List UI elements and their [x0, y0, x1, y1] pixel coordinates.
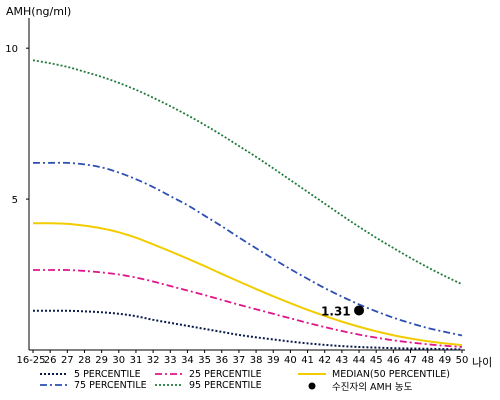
series-line-75-percentile	[32, 161, 463, 337]
series-line-5-percentile	[33, 309, 463, 351]
patient-amh-value-label: 1.31	[321, 304, 351, 318]
y-axis-title: AMH(ng/ml)	[6, 5, 71, 18]
x-tick-label: 43	[336, 355, 349, 366]
y-ticks: 10 5	[5, 44, 29, 206]
x-tick-label: 16-25	[16, 355, 45, 366]
x-tick-label: 46	[387, 355, 400, 366]
legend-label: 5 PERCENTILE	[74, 369, 141, 380]
x-tick-label: 27	[61, 355, 74, 366]
x-tick-label: 33	[164, 355, 177, 366]
x-tick-label: 38	[250, 355, 263, 366]
y-tick-label: 5	[12, 195, 18, 206]
x-tick-label: 40	[284, 355, 297, 366]
legend-swatch-patient	[308, 382, 316, 390]
x-tick-label: 30	[112, 355, 125, 366]
x-tick-label: 39	[267, 355, 280, 366]
x-tick-label: 42	[318, 355, 331, 366]
x-tick-label: 32	[147, 355, 160, 366]
x-tick-label: 37	[233, 355, 246, 366]
highlight-layer: 1.31	[321, 304, 365, 318]
series-line-25-percentile	[33, 269, 463, 348]
x-tick-label: 28	[78, 355, 91, 366]
legend-label-patient: 수진자의 AMH 농도	[332, 382, 413, 393]
x-tick-label: 41	[301, 355, 314, 366]
x-tick-label: 29	[95, 355, 108, 366]
x-tick-label: 31	[130, 355, 143, 366]
x-tick-label: 34	[181, 355, 194, 366]
x-tick-label: 36	[215, 355, 228, 366]
x-tick-label: 35	[198, 355, 211, 366]
x-tick-label: 44	[353, 355, 366, 366]
x-tick-label: 49	[438, 355, 451, 366]
y-tick-label: 10	[5, 44, 18, 55]
x-tick-label: 45	[370, 355, 383, 366]
legend-label: 25 PERCENTILE	[189, 369, 262, 380]
legend-label: 75 PERCENTILE	[74, 380, 147, 391]
series-layer	[32, 59, 463, 351]
patient-amh-point	[354, 305, 365, 316]
legend-label: MEDIAN(50 PERCENTILE)	[332, 369, 450, 380]
x-tick-label: 47	[404, 355, 417, 366]
x-axis-title: 나이	[472, 356, 492, 369]
series-line-95-percentile	[32, 59, 463, 286]
series-line-median-50-percentile	[32, 222, 463, 347]
x-tick-label: 50	[456, 355, 469, 366]
x-tick-label: 48	[421, 355, 434, 366]
x-tick-label: 26	[44, 355, 57, 366]
legend-label: 95 PERCENTILE	[189, 380, 262, 391]
